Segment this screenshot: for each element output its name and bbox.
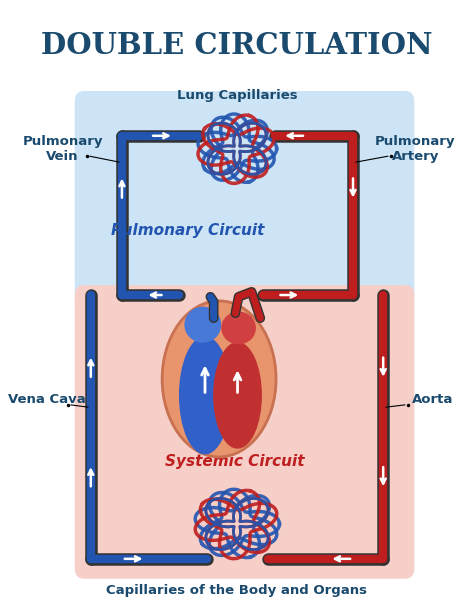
FancyBboxPatch shape xyxy=(75,285,414,579)
Text: Systemic Circuit: Systemic Circuit xyxy=(165,454,305,469)
Text: Capillaries of the Body and Organs: Capillaries of the Body and Organs xyxy=(107,584,367,597)
Text: Lung Capillaries: Lung Capillaries xyxy=(177,90,297,102)
Ellipse shape xyxy=(213,342,262,448)
FancyBboxPatch shape xyxy=(75,91,414,305)
Text: DOUBLE CIRCULATION: DOUBLE CIRCULATION xyxy=(41,32,433,60)
Text: Pulmonary Circuit: Pulmonary Circuit xyxy=(111,223,264,238)
Text: Aorta: Aorta xyxy=(411,393,453,406)
Ellipse shape xyxy=(179,336,231,454)
Text: Pulmonary
Artery: Pulmonary Artery xyxy=(375,135,456,162)
Text: Pulmonary
Vein: Pulmonary Vein xyxy=(22,135,103,162)
Ellipse shape xyxy=(184,307,221,343)
Ellipse shape xyxy=(162,301,276,457)
Ellipse shape xyxy=(221,311,256,344)
Text: Vena Cava: Vena Cava xyxy=(8,393,85,406)
